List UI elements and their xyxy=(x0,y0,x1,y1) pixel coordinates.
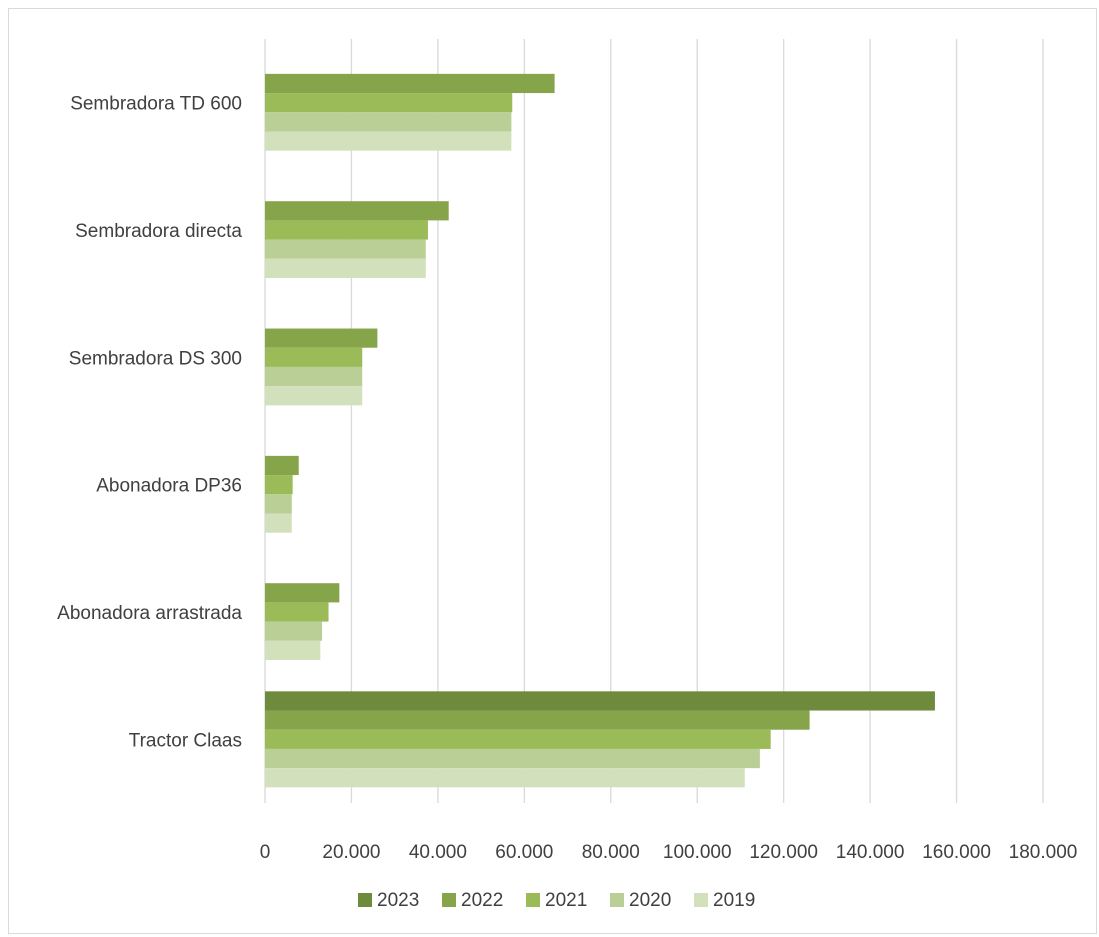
legend: 2023 2022 2021 2020 2019 xyxy=(358,890,755,911)
x-tick-label: 100.000 xyxy=(663,842,732,863)
bar xyxy=(265,328,378,348)
bar xyxy=(265,729,771,749)
gridlines xyxy=(264,39,1044,803)
bar xyxy=(265,691,935,711)
bar xyxy=(265,710,810,730)
category-labels: Sembradora TD 600 Sembradora directa Sembr… xyxy=(57,94,242,752)
legend-label: 2022 xyxy=(461,890,503,911)
x-tick-label: 180.000 xyxy=(1009,842,1078,863)
bar xyxy=(265,258,426,278)
category-label: Tractor Claas xyxy=(129,730,242,751)
bar xyxy=(265,513,292,533)
category-label: Sembradora DS 300 xyxy=(69,348,242,369)
bar xyxy=(265,201,449,221)
x-tick-label: 60.000 xyxy=(495,842,553,863)
bars xyxy=(265,73,935,788)
bar xyxy=(265,455,299,476)
bar xyxy=(265,73,555,94)
legend-label: 2021 xyxy=(545,890,587,911)
legend-label: 2020 xyxy=(629,890,671,911)
category-label: Sembradora TD 600 xyxy=(70,94,242,115)
legend-swatch xyxy=(610,893,624,907)
bar xyxy=(265,494,292,514)
legend-label: 2019 xyxy=(713,890,755,911)
legend-swatch xyxy=(526,893,540,907)
bar xyxy=(265,93,513,113)
x-tick-label: 0 xyxy=(260,842,271,863)
legend-swatch xyxy=(442,893,456,907)
legend-label: 2023 xyxy=(377,890,419,911)
category-label: Sembradora directa xyxy=(75,221,242,242)
x-tick-label: 120.000 xyxy=(749,842,818,863)
bar xyxy=(265,239,426,259)
bar xyxy=(265,768,745,788)
x-tick-label: 160.000 xyxy=(922,842,991,863)
bar xyxy=(265,583,340,603)
bar xyxy=(265,220,428,240)
bar xyxy=(265,386,363,406)
bar xyxy=(265,621,323,641)
bar xyxy=(265,112,512,132)
x-tick-labels: 0 20.000 40.000 60.000 80.000 100.000 120.000 1… xyxy=(260,842,1078,863)
bar xyxy=(265,366,363,387)
x-tick-label: 80.000 xyxy=(582,842,640,863)
x-tick-label: 140.000 xyxy=(836,842,905,863)
bar xyxy=(265,602,329,622)
category-label: Abonadora DP36 xyxy=(96,476,242,497)
x-tick-label: 40.000 xyxy=(409,842,467,863)
category-label: Abonadora arrastrada xyxy=(57,603,242,624)
legend-swatch xyxy=(358,893,372,907)
chart-frame xyxy=(8,8,1097,934)
legend-swatch xyxy=(694,893,708,907)
x-tick-label: 20.000 xyxy=(322,842,380,863)
bar xyxy=(265,475,293,495)
bar xyxy=(265,640,321,660)
bar xyxy=(265,748,760,769)
bar xyxy=(265,131,512,151)
bar xyxy=(265,347,363,367)
